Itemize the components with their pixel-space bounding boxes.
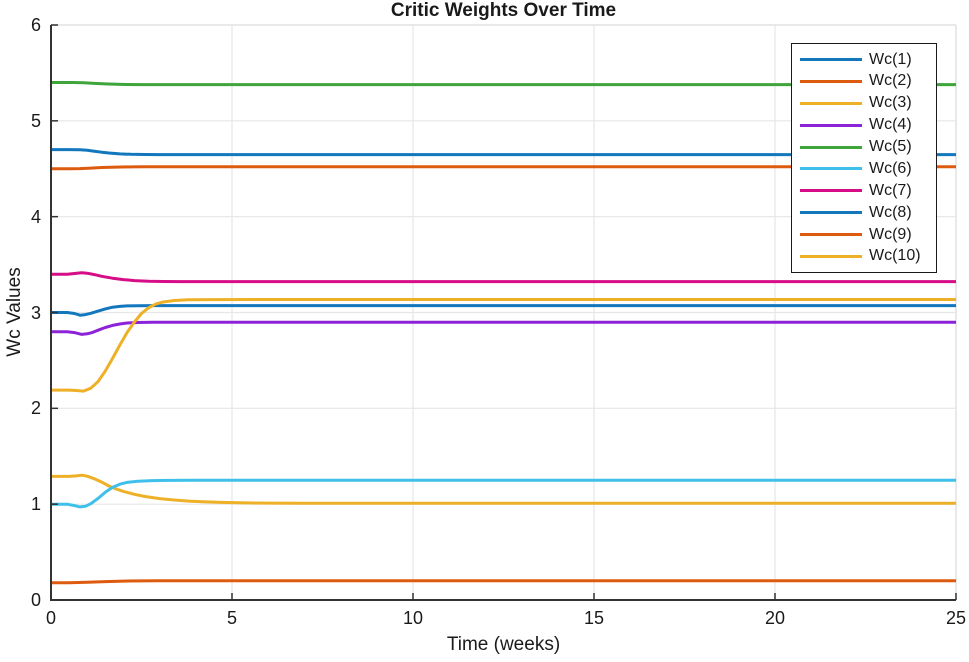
legend-item-label: Wc(5) (869, 138, 912, 155)
legend-line-swatch (800, 79, 862, 83)
chart-title: Critic Weights Over Time (390, 0, 617, 21)
legend-item-label: Wc(9) (869, 225, 912, 243)
legend: Wc(1) Wc(2) Wc(3) Wc(4) Wc(5) Wc(6) Wc(7) Wc(8)… (791, 43, 937, 273)
series-line-wc4 (51, 320, 956, 336)
legend-line-swatch (800, 101, 862, 105)
series-line-wc10 (51, 298, 956, 393)
legend-line-swatch (800, 233, 862, 236)
legend-item-wc6: Wc(6) (800, 158, 936, 179)
legend-item-wc5: Wc(5) (800, 137, 936, 158)
series-line-wc9 (50, 579, 956, 585)
series-line-wc1 (51, 148, 956, 157)
legend-item-label: Wc(6) (869, 159, 912, 177)
series-line-wc7 (51, 271, 956, 284)
x-axis-label: Time (weeks) (446, 634, 561, 655)
legend-item-wc4: Wc(4) (800, 115, 936, 136)
y-tick-label: 5 (30, 110, 41, 131)
x-tick-label: 10 (402, 608, 424, 628)
legend-line-swatch (800, 123, 862, 127)
x-tick-label: 5 (226, 608, 237, 628)
legend-item-wc9: Wc(9) (800, 224, 936, 245)
legend-line-swatch (800, 254, 862, 258)
legend-item-label: Wc(4) (869, 116, 912, 134)
legend-item-wc2: Wc(2) (800, 71, 936, 92)
x-tick-label: 25 (945, 608, 967, 628)
legend-item-wc3: Wc(3) (800, 93, 936, 114)
legend-item-wc1: Wc(1) (800, 49, 936, 70)
series-line-wc6 (51, 478, 956, 509)
y-tick-label: 1 (30, 494, 41, 515)
y-tick-label: 3 (30, 302, 41, 323)
legend-item-wc10: Wc(10) (800, 246, 936, 267)
legend-item-label: Wc(7) (869, 181, 912, 199)
x-tick-label: 0 (45, 608, 56, 628)
legend-item-wc7: Wc(7) (800, 180, 936, 201)
legend-item-label: Wc(3) (869, 94, 912, 112)
y-tick-label: 6 (30, 15, 41, 35)
legend-line-swatch (800, 58, 862, 61)
legend-item-label: Wc(1) (869, 50, 912, 68)
series-line-wc5 (51, 81, 956, 87)
y-tick-label: 0 (30, 590, 41, 610)
x-tick-label: 20 (764, 608, 786, 628)
legend-line-swatch (800, 211, 862, 215)
legend-line-swatch (800, 145, 862, 149)
legend-line-swatch (800, 189, 862, 193)
series-line-wc8 (51, 304, 956, 317)
legend-item-label: Wc(8) (869, 203, 912, 221)
legend-item-wc8: Wc(8) (800, 202, 936, 223)
legend-line-swatch (800, 167, 862, 171)
legend-item-label: Wc(10) (869, 247, 921, 265)
x-tick-label: 15 (583, 608, 605, 628)
series-line-wc2 (51, 165, 956, 171)
y-tick-label: 2 (30, 398, 41, 419)
y-tick-label: 4 (30, 206, 41, 227)
legend-item-label: Wc(2) (869, 72, 912, 90)
series-line-wc3 (51, 473, 956, 505)
